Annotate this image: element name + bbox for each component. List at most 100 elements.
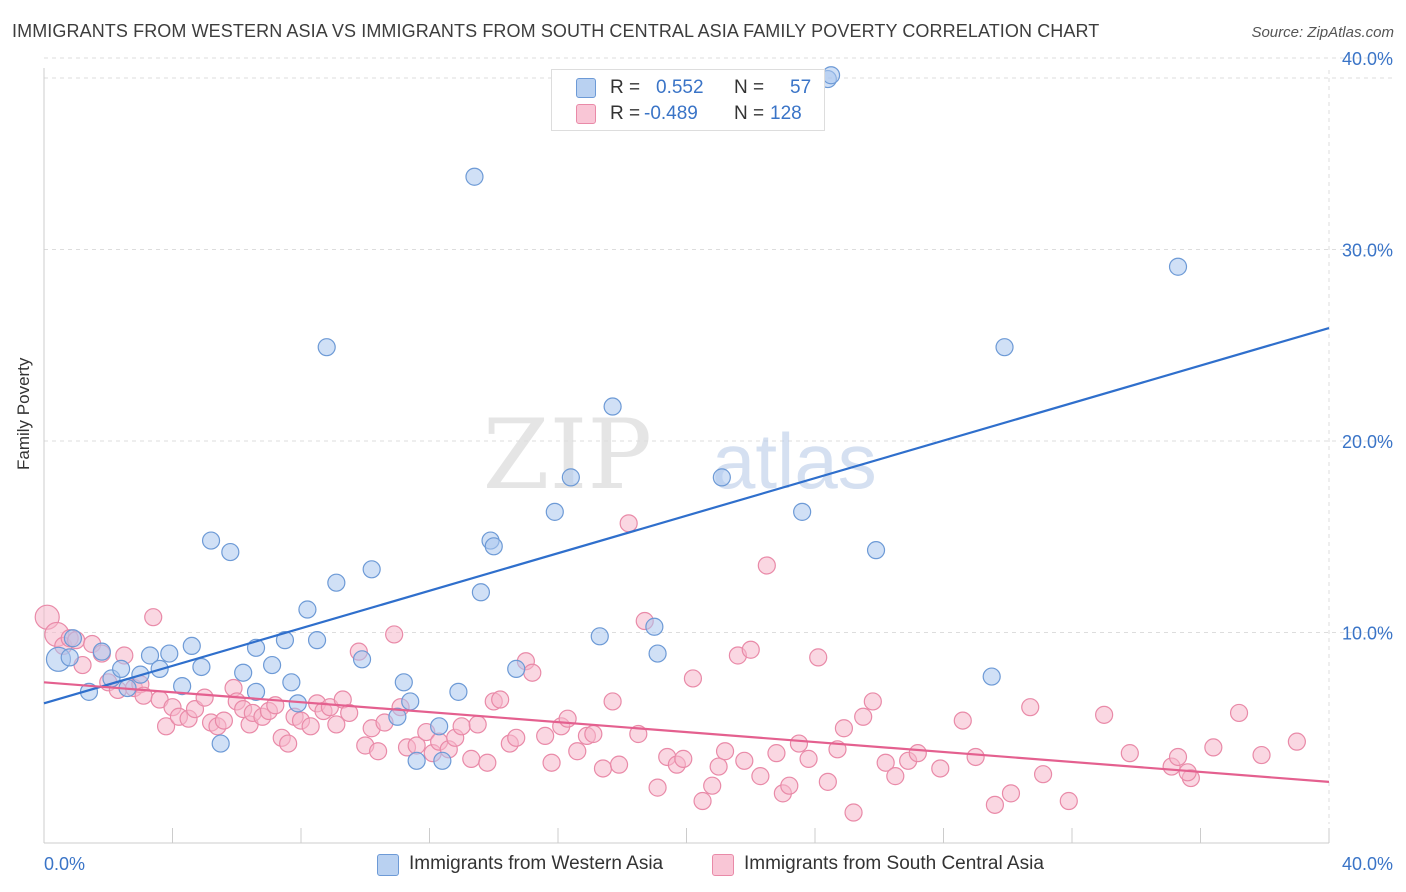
legend-label: Immigrants from Western Asia [409,853,664,874]
trend-lines [43,326,1330,783]
data-point-blue [430,717,449,736]
data-point-pink [735,751,754,770]
data-point-pink [195,688,214,707]
data-point-blue [182,636,201,656]
data-point-blue [327,573,346,592]
data-point-blue [471,583,490,602]
data-point-blue [821,66,841,85]
data-point-pink [966,747,985,767]
series-south-central-asia [34,514,1306,822]
data-point-pink [385,625,404,644]
data-point-pink [214,711,233,730]
data-point-blue [712,468,731,487]
data-point-pink [491,690,510,709]
data-point-pink [593,759,613,778]
data-point-pink [703,776,722,795]
data-point-blue [388,707,407,726]
data-point-pink [854,707,873,726]
data-point-pink [863,692,882,711]
data-point-blue [507,659,526,678]
data-point-blue [298,600,317,619]
data-point-pink [908,744,927,763]
y-tick-label: 10.0% [1342,624,1393,644]
data-point-pink [369,742,388,761]
data-point-pink [1021,698,1040,717]
data-point-blue [433,751,452,770]
data-point-blue [545,502,564,521]
data-point-pink [478,753,497,772]
data-point-pink [327,715,346,734]
data-point-blue [262,655,282,675]
axes [43,68,1330,844]
watermark-zip: ZIP [483,399,652,511]
y-tick-label: 30.0% [1342,241,1393,261]
data-point-blue [645,617,664,636]
data-point-pink [818,772,837,791]
data-point-blue [111,659,131,678]
x-tick-label: 40.0% [1342,854,1393,874]
data-point-blue [192,657,211,677]
legend-r-label: R = [610,103,641,124]
data-point-blue [982,667,1001,686]
data-point-pink [709,757,728,776]
data-point-blue [140,646,160,665]
x-tick-label: 0.0% [44,854,85,874]
data-point-blue [63,629,83,648]
watermark: ZIP atlas [483,399,877,511]
data-point-pink [523,663,542,682]
data-point-blue [362,560,381,579]
data-point-pink [789,734,809,753]
data-point-blue [793,502,812,521]
data-point-pink [568,742,587,761]
data-point-pink [953,711,972,730]
legend-n-label: N = [734,77,765,98]
gridlines [44,57,1392,824]
data-point-blue [221,542,240,562]
data-point-pink [156,717,176,736]
legend-label: Immigrants from South Central Asia [744,853,1044,874]
data-point-pink [1001,784,1021,803]
chart-title: IMMIGRANTS FROM WESTERN ASIA VS IMMIGRAN… [12,21,1100,41]
data-point-pink [340,703,359,723]
data-point-pink [809,648,828,667]
data-point-pink [1229,703,1249,723]
correlation-legend: R = 0.552 N = 57 R = -0.489 N = 128 [551,69,825,131]
data-point-pink [536,726,555,746]
data-point-pink [279,734,298,753]
legend-r-label: R = [610,77,641,98]
data-point-pink [683,669,703,688]
data-point-pink [1033,765,1053,784]
data-point-pink [468,715,487,734]
data-point-pink [542,753,561,772]
data-point-blue [449,682,468,701]
data-point-pink [985,795,1005,814]
data-point-pink [931,759,950,778]
data-point-blue [282,673,301,692]
data-point-pink [619,514,638,533]
data-point-blue [160,644,179,663]
legend-n-value: 57 [790,77,812,98]
data-point-pink [584,724,603,744]
legend-swatch-blue [576,78,596,98]
y-tick-label: 20.0% [1342,432,1393,452]
data-point-pink [1287,732,1306,751]
data-point-pink [462,749,481,768]
data-point-blue [561,468,580,487]
watermark-atlas: atlas [712,417,877,505]
data-point-pink [1204,738,1223,757]
data-point-pink [1168,747,1188,767]
data-point-blue [317,338,336,357]
legend-swatch-pink [576,104,596,124]
data-point-pink [693,791,712,811]
data-point-pink [715,742,735,761]
tick-labels: 10.0% 20.0% 30.0% 40.0% 0.0% 40.0% [44,49,1393,874]
data-point-pink [558,709,577,728]
data-point-pink [799,749,818,768]
data-point-blue [307,631,327,650]
data-point-pink [301,717,320,736]
data-point-blue [201,531,221,550]
data-point-blue [173,677,192,696]
data-point-blue [394,673,413,692]
legend-n-label: N = [734,103,765,124]
